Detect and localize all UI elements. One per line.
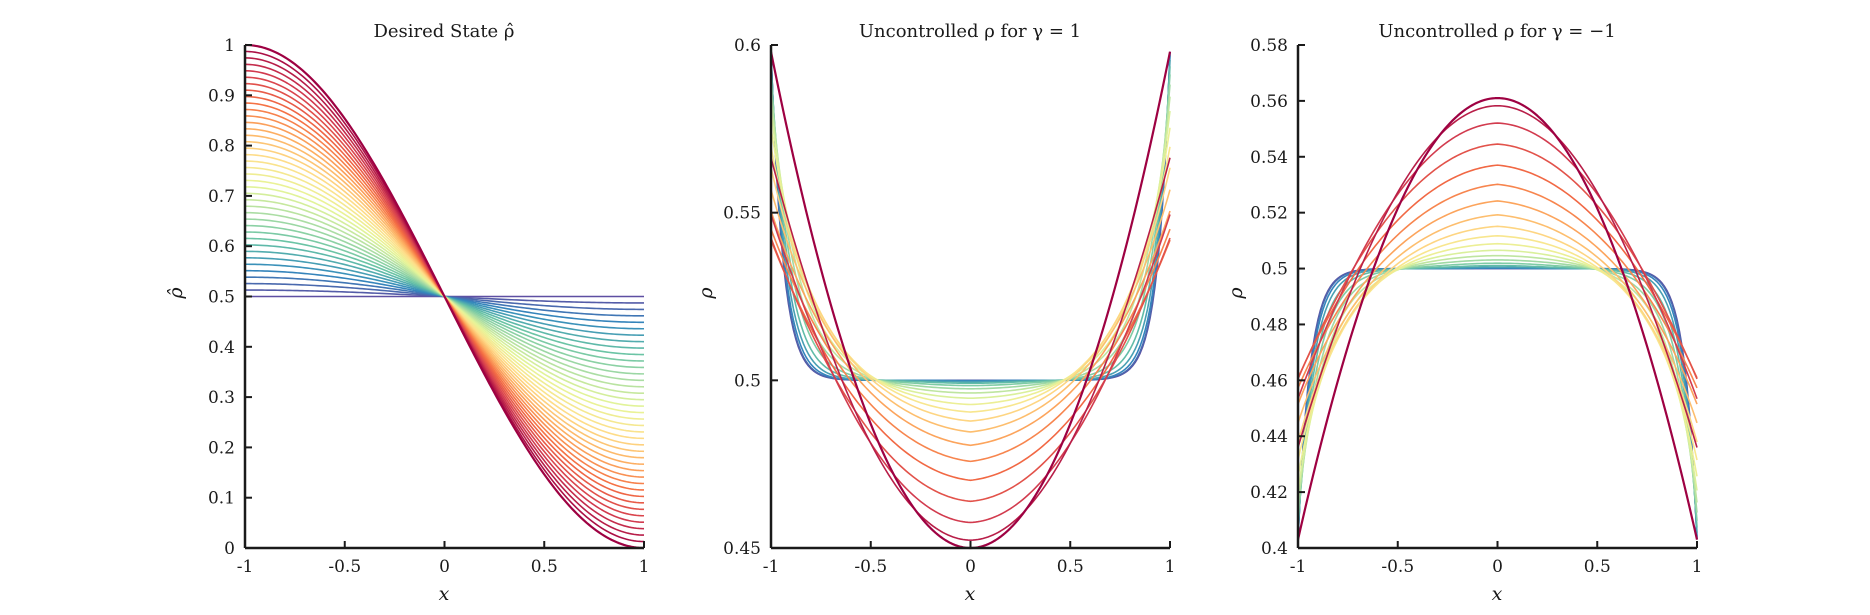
y-tick-label: 1: [224, 36, 235, 56]
panel-3-curves: [1296, 96, 1699, 540]
panel-3-series-line: [1297, 242, 1698, 477]
panel-2-series-line: [770, 55, 1171, 382]
x-tick-label: -0.5: [854, 557, 887, 577]
y-tick-label: 0.9: [208, 86, 235, 106]
y-tick-label: 0.6: [208, 237, 235, 257]
panel-2-series-line: [770, 110, 1171, 399]
y-tick-label: 0.2: [208, 438, 235, 458]
panel-2-series-line: [770, 96, 1171, 394]
panel-3-title: Uncontrolled ρ for γ = −1: [1378, 21, 1615, 42]
panel-1-xlabel: x: [439, 583, 450, 605]
panel-3-xlabel: x: [1492, 583, 1503, 605]
panel-3-series-line: [1297, 249, 1698, 491]
panel-3-series-line: [1296, 96, 1699, 540]
panel-2-series-line: [770, 74, 1171, 387]
y-tick-label: 0.52: [1250, 204, 1288, 224]
x-tick-label: -1: [763, 557, 780, 577]
x-tick-label: 1: [639, 557, 650, 577]
panel-2-series-line: [770, 239, 1171, 482]
panel-3-series-line: [1297, 200, 1698, 405]
panel-3-series-line: [1297, 234, 1698, 461]
panel-2-xlabel: x: [965, 583, 976, 605]
panel-1-ylabel: ρ̂: [165, 287, 187, 300]
x-tick-label: 1: [1692, 557, 1703, 577]
panel-3-series-line: [1297, 104, 1698, 448]
x-tick-label: 0.5: [1584, 557, 1611, 577]
panel-2-series-line: [770, 228, 1171, 463]
y-tick-label: 0.1: [208, 489, 235, 509]
y-tick-label: 0.48: [1250, 315, 1288, 335]
y-tick-label: 0.5: [208, 288, 235, 308]
panel-2-curves: [769, 51, 1172, 550]
x-tick-label: -1: [237, 557, 254, 577]
y-tick-label: 0.44: [1250, 427, 1288, 447]
panel-3-series-line: [1297, 267, 1698, 539]
panel-3-series-line: [1297, 254, 1698, 503]
panel-2-ylabel: ρ: [695, 287, 717, 300]
panel-2-series-line: [770, 210, 1171, 447]
x-tick-label: 0.5: [1057, 557, 1084, 577]
panel-desired-state: Desired State ρ̂ -1 -0.5 0 0.5 1 0 0.1 0.2 0.3 0.…: [165, 21, 649, 605]
x-tick-label: -0.5: [1381, 557, 1414, 577]
panel-3-series-line: [1297, 267, 1698, 540]
x-tick-label: 0: [965, 557, 976, 577]
y-tick-label: 0.55: [723, 204, 761, 224]
y-tick-label: 0.54: [1250, 148, 1288, 168]
x-tick-label: -0.5: [328, 557, 361, 577]
panel-3-series-line: [1297, 122, 1698, 399]
panel-3-axes: -1 -0.5 0 0.5 1 0.4 0.42 0.44 0.46 0.48 0.5 0.52 0.5…: [1250, 36, 1702, 577]
panel-1-axes: -1 -0.5 0 0.5 1 0 0.1 0.2 0.3 0.4 0.5 0.6 0.7 0.8 0.9 1: [208, 36, 649, 577]
panel-gamma-minus-one: Uncontrolled ρ for γ = −1 -1 -0.5 0 0.5 1 0.4…: [1225, 21, 1702, 605]
panel-3-series-line: [1297, 183, 1698, 389]
y-tick-label: 0.4: [208, 338, 235, 358]
y-tick-label: 0: [224, 539, 235, 559]
y-tick-label: 0.58: [1250, 36, 1288, 56]
panel-3-series-line: [1297, 267, 1698, 537]
panel-1-title: Desired State ρ̂: [373, 21, 514, 42]
y-tick-label: 0.5: [734, 371, 761, 391]
y-tick-label: 0.45: [723, 539, 761, 559]
panel-2-series-line: [770, 167, 1171, 422]
x-tick-label: 0.5: [531, 557, 558, 577]
y-tick-label: 0.5: [1261, 260, 1288, 280]
panel-2-series-line: [770, 189, 1171, 433]
x-tick-label: 0: [1492, 557, 1503, 577]
panel-2-series-line: [770, 157, 1171, 541]
y-tick-label: 0.8: [208, 137, 235, 157]
panel-2-axes: -1 -0.5 0 0.5 1 0.45 0.5 0.55 0.6: [723, 36, 1175, 577]
panel-2-series-line: [769, 51, 1172, 550]
panel-2-series-line: [770, 59, 1171, 383]
panel-3-series-line: [1297, 143, 1698, 380]
panel-2-series-line: [770, 214, 1171, 524]
x-tick-label: 1: [1165, 557, 1176, 577]
y-tick-label: 0.3: [208, 388, 235, 408]
panel-3-series-line: [1297, 262, 1698, 521]
y-tick-label: 0.4: [1261, 539, 1288, 559]
panel-1-curves: [244, 43, 645, 550]
panel-3-ylabel: ρ: [1225, 287, 1247, 300]
y-tick-label: 0.6: [734, 36, 761, 56]
panel-3-series-line: [1297, 214, 1698, 424]
x-tick-label: -1: [1290, 557, 1307, 577]
panel-1-series-line: [244, 43, 645, 550]
panel-2-title: Uncontrolled ρ for γ = 1: [859, 21, 1081, 42]
panel-gamma-plus-one: Uncontrolled ρ for γ = 1 -1 -0.5 0 0.5 1 0.45…: [695, 21, 1175, 605]
y-tick-label: 0.56: [1250, 92, 1288, 112]
y-tick-label: 0.42: [1250, 483, 1288, 503]
x-tick-label: 0: [439, 557, 450, 577]
y-tick-label: 0.46: [1250, 371, 1288, 391]
panel-3-series-line: [1297, 259, 1698, 513]
y-tick-label: 0.7: [208, 187, 235, 207]
panel-3-series-line: [1297, 264, 1698, 528]
